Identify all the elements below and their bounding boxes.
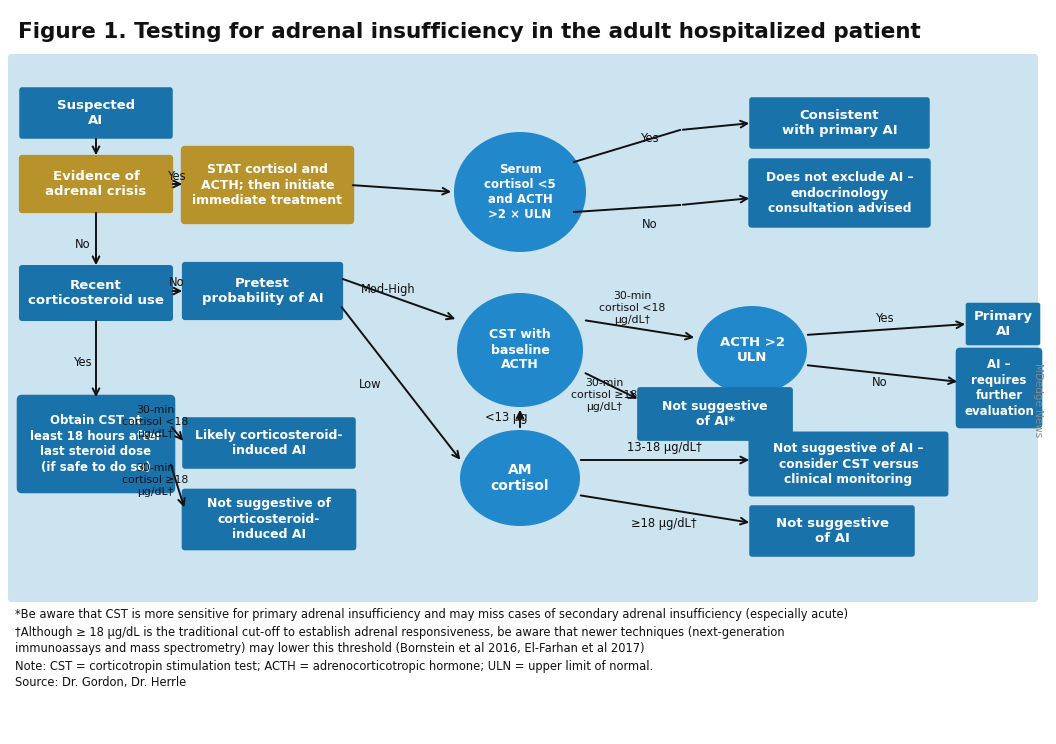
FancyBboxPatch shape	[8, 54, 1038, 602]
Text: <13 μg: <13 μg	[485, 411, 527, 425]
Text: Consistent
with primary AI: Consistent with primary AI	[781, 109, 898, 137]
Text: Recent
corticosteroid use: Recent corticosteroid use	[29, 279, 164, 307]
FancyBboxPatch shape	[181, 146, 354, 224]
Text: Pretest
probability of AI: Pretest probability of AI	[202, 277, 323, 305]
Text: Serum
cortisol <5
and ACTH
>2 × ULN: Serum cortisol <5 and ACTH >2 × ULN	[484, 163, 555, 221]
FancyBboxPatch shape	[749, 432, 948, 496]
FancyBboxPatch shape	[750, 505, 914, 557]
FancyBboxPatch shape	[19, 155, 173, 213]
FancyBboxPatch shape	[749, 158, 930, 228]
Text: Source: Dr. Gordon, Dr. Herrle: Source: Dr. Gordon, Dr. Herrle	[15, 676, 186, 689]
Text: ≥18 μg/dL†: ≥18 μg/dL†	[631, 516, 697, 530]
Text: Likely corticosteroid-
induced AI: Likely corticosteroid- induced AI	[195, 429, 343, 458]
Ellipse shape	[457, 293, 583, 407]
FancyBboxPatch shape	[182, 262, 343, 320]
Text: Not suggestive of
corticosteroid-
induced AI: Not suggestive of corticosteroid- induce…	[207, 498, 331, 542]
Ellipse shape	[460, 430, 580, 526]
Text: Obtain CST at
least 18 hours after
last steroid dose
(if safe to do so): Obtain CST at least 18 hours after last …	[31, 414, 162, 474]
FancyBboxPatch shape	[966, 303, 1040, 345]
Text: STAT cortisol and
ACTH; then initiate
immediate treatment: STAT cortisol and ACTH; then initiate im…	[192, 163, 342, 207]
Text: CST with
baseline
ACTH: CST with baseline ACTH	[489, 329, 551, 371]
FancyBboxPatch shape	[182, 489, 356, 551]
Text: Primary
AI: Primary AI	[974, 310, 1033, 339]
Text: Evidence of
adrenal crisis: Evidence of adrenal crisis	[45, 170, 147, 198]
Text: Yes: Yes	[168, 170, 186, 182]
Text: 13-18 μg/dL†: 13-18 μg/dL†	[626, 441, 701, 455]
FancyBboxPatch shape	[19, 87, 173, 139]
Text: Figure 1. Testing for adrenal insufficiency in the adult hospitalized patient: Figure 1. Testing for adrenal insufficie…	[18, 22, 921, 42]
Text: No: No	[169, 277, 185, 289]
Ellipse shape	[454, 132, 586, 252]
Text: Low: Low	[359, 379, 381, 391]
FancyBboxPatch shape	[956, 347, 1042, 429]
Text: No: No	[872, 376, 888, 388]
Text: Not suggestive
of AI: Not suggestive of AI	[775, 517, 888, 545]
FancyBboxPatch shape	[750, 97, 929, 149]
Text: Not suggestive of AI –
consider CST versus
clinical monitoring: Not suggestive of AI – consider CST vers…	[773, 442, 924, 486]
Text: Suspected
AI: Suspected AI	[57, 99, 135, 127]
Text: No: No	[75, 237, 91, 251]
FancyBboxPatch shape	[19, 265, 173, 321]
Text: Note: CST = corticotropin stimulation test; ACTH = adrenocorticotropic hormone; : Note: CST = corticotropin stimulation te…	[15, 660, 653, 673]
Text: MDedge News: MDedge News	[1033, 363, 1043, 437]
Text: 30-min
cortisol <18
μg/dL†: 30-min cortisol <18 μg/dL†	[599, 292, 665, 324]
Text: Yes: Yes	[74, 356, 92, 368]
Text: Mod-High: Mod-High	[361, 283, 415, 297]
FancyBboxPatch shape	[183, 417, 356, 469]
Text: Does not exclude AI –
endocrinology
consultation advised: Does not exclude AI – endocrinology cons…	[766, 171, 913, 215]
Text: ACTH >2
ULN: ACTH >2 ULN	[719, 336, 785, 364]
Text: AM
cortisol: AM cortisol	[491, 463, 549, 493]
Text: *Be aware that CST is more sensitive for primary adrenal insufficiency and may m: *Be aware that CST is more sensitive for…	[15, 608, 848, 621]
Text: No: No	[642, 217, 658, 231]
FancyBboxPatch shape	[637, 387, 793, 441]
Text: Not suggestive
of AI*: Not suggestive of AI*	[662, 400, 768, 429]
Text: 30-min
cortisol ≥18
μg/dL†: 30-min cortisol ≥18 μg/dL†	[121, 464, 188, 496]
Text: 30-min
cortisol <18
μg/dL†: 30-min cortisol <18 μg/dL†	[121, 405, 188, 439]
Ellipse shape	[697, 306, 807, 394]
Text: †Although ≥ 18 μg/dL is the traditional cut-off to establish adrenal responsiven: †Although ≥ 18 μg/dL is the traditional …	[15, 626, 785, 639]
Text: 30-min
cortisol ≥18
μg/dL†: 30-min cortisol ≥18 μg/dL†	[571, 379, 637, 411]
FancyBboxPatch shape	[17, 395, 175, 493]
Text: Yes: Yes	[641, 132, 659, 144]
Text: immunoassays and mass spectrometry) may lower this threshold (Bornstein et al 20: immunoassays and mass spectrometry) may …	[15, 642, 644, 655]
Text: AI –
requires
further
evaluation: AI – requires further evaluation	[964, 359, 1034, 417]
Text: Yes: Yes	[875, 312, 894, 324]
